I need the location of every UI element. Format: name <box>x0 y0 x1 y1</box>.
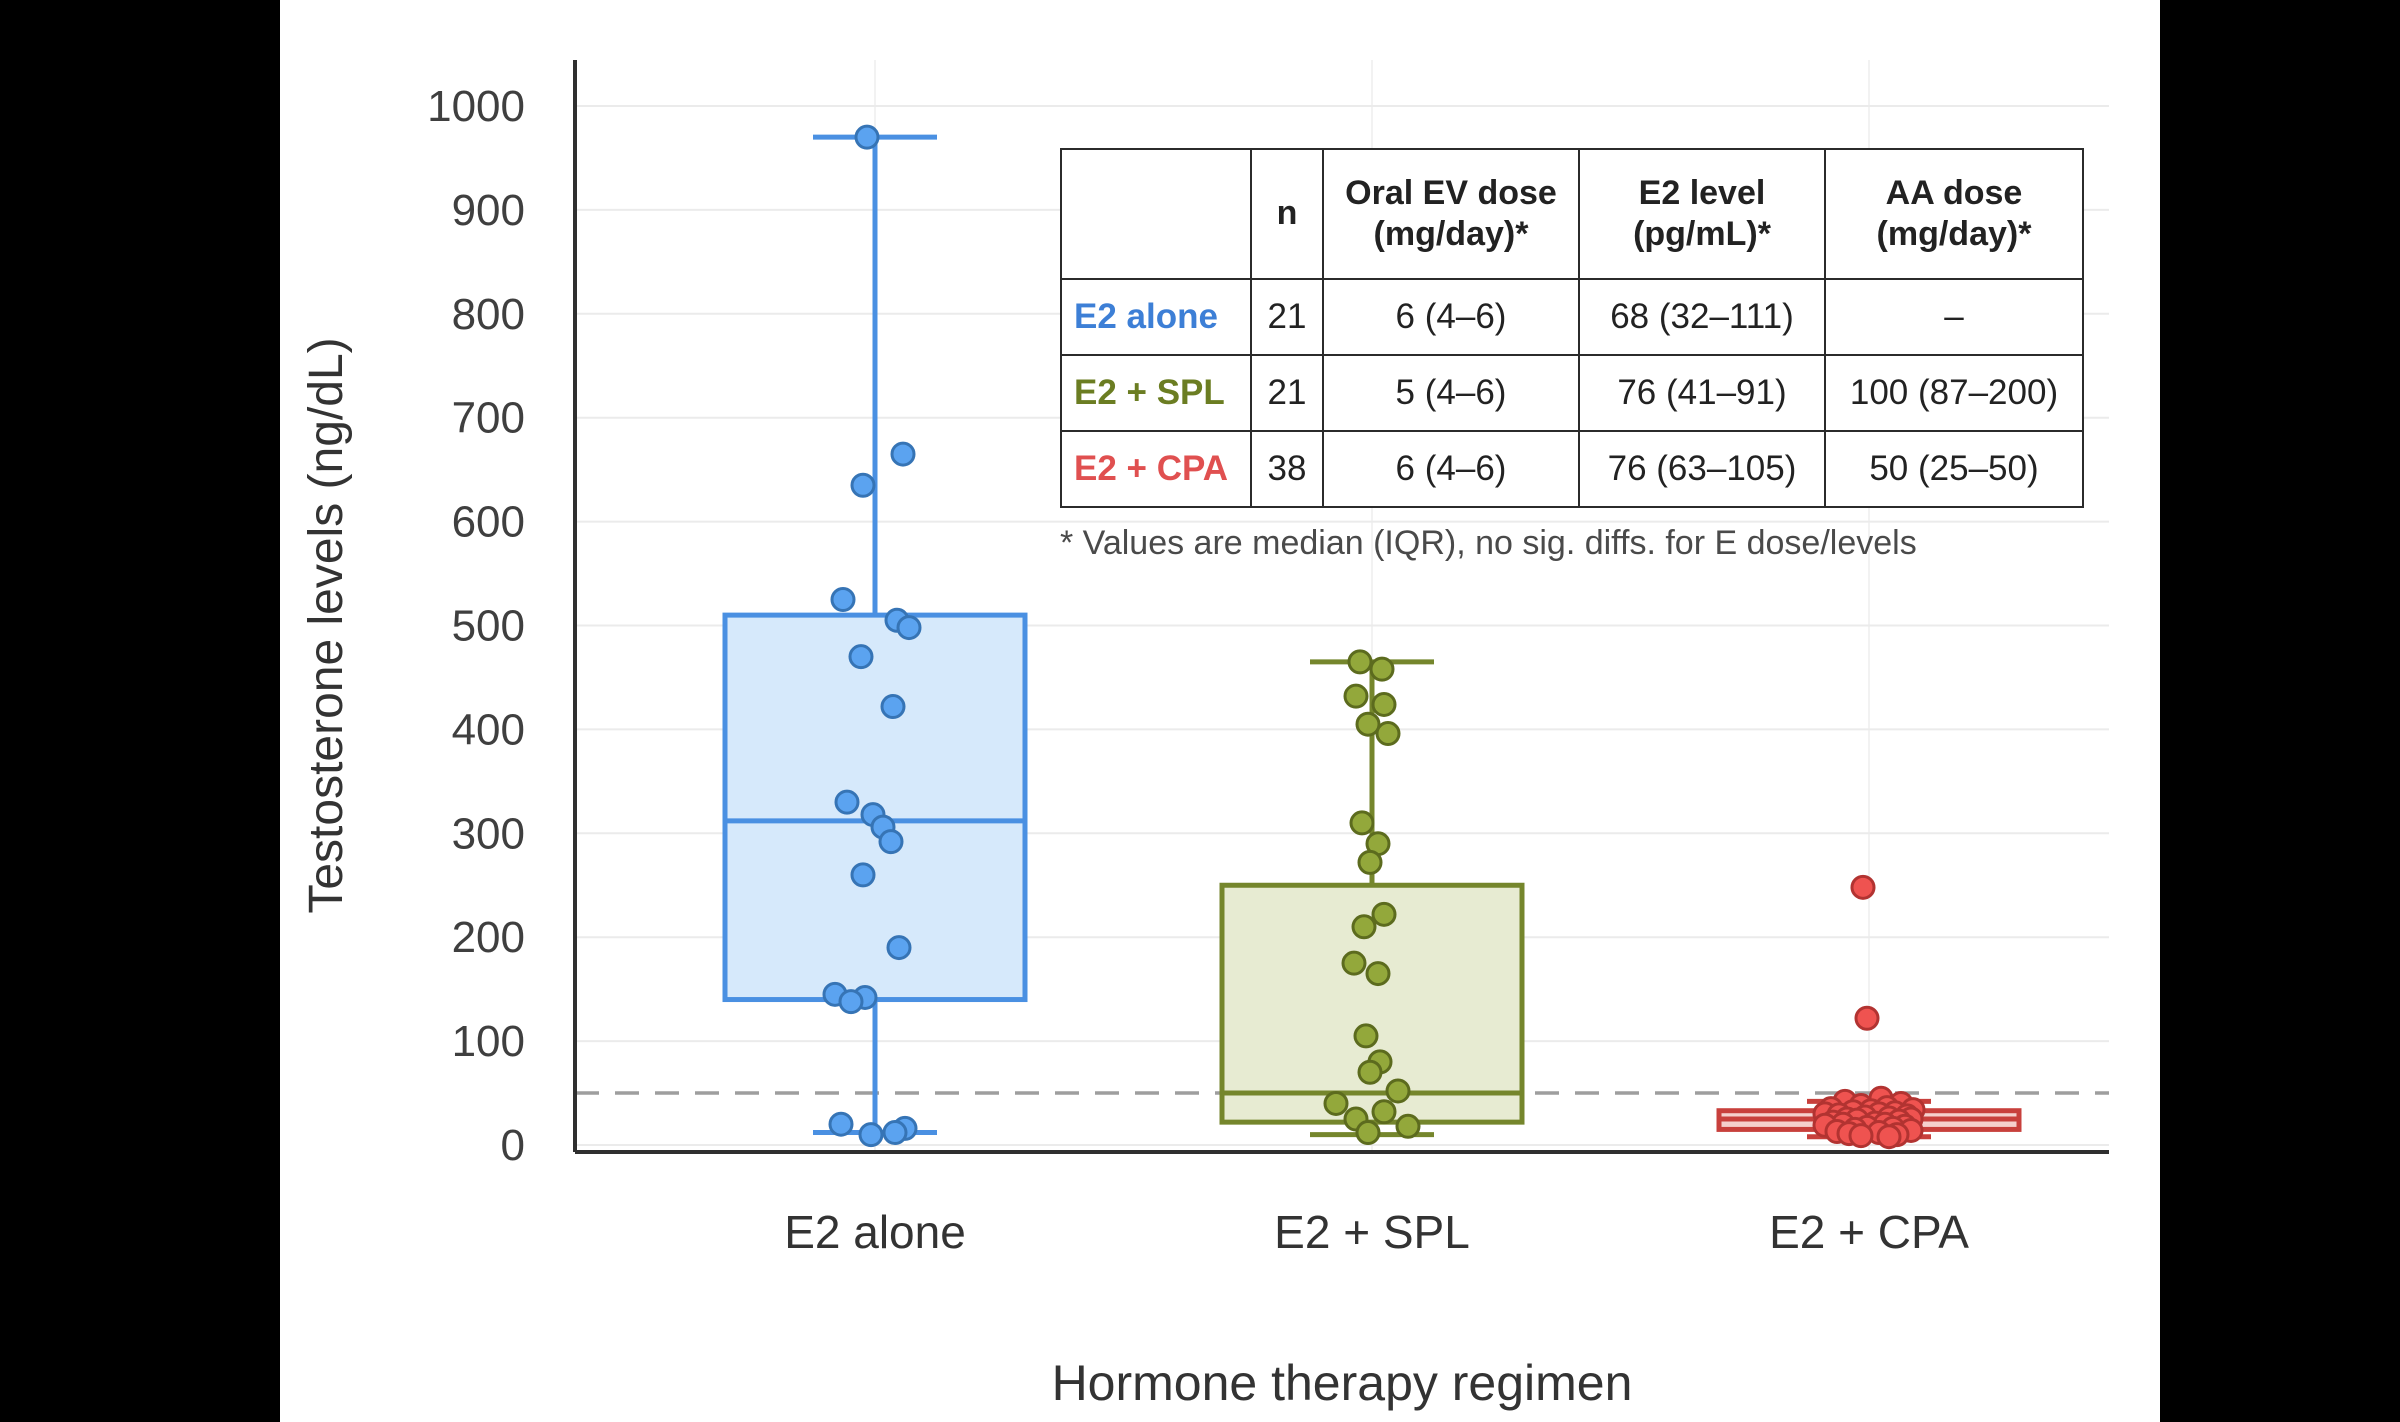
table-row: E2 + CPA 38 6 (4–6) 76 (63–105) 50 (25–50) <box>1060 430 2084 508</box>
data-point <box>850 472 876 498</box>
data-point <box>1349 810 1375 836</box>
data-point <box>1395 1113 1421 1139</box>
y-tick-label: 400 <box>452 705 525 754</box>
data-point <box>1357 1059 1383 1085</box>
chart-panel: 0 100 200 300 400 500 600 700 800 900 1000 E2 alone… <box>280 0 2160 1422</box>
stats-table-wrap: n Oral EV dose (mg/day)* E2 level (pg/mL)*… <box>1060 148 2084 563</box>
data-point <box>1351 914 1377 940</box>
data-point <box>1371 901 1397 927</box>
data-point <box>1347 649 1373 675</box>
y-tick-label: 500 <box>452 602 525 651</box>
data-point <box>1375 721 1401 747</box>
data-point <box>1343 683 1369 709</box>
row-label: E2 + SPL <box>1060 354 1252 432</box>
right-letterbox <box>2160 0 2400 1422</box>
data-point <box>890 441 916 467</box>
table-cell: 100 (87–200) <box>1824 354 2084 432</box>
row-label: E2 alone <box>1060 278 1252 356</box>
table-cell: 6 (4–6) <box>1322 430 1580 508</box>
data-point <box>886 935 912 961</box>
table-header-cell: n <box>1250 148 1324 280</box>
table-cell: 68 (32–111) <box>1578 278 1826 356</box>
left-letterbox <box>0 0 280 1422</box>
table-header-cell: E2 level (pg/mL)* <box>1578 148 1826 280</box>
data-point <box>1355 1120 1381 1146</box>
x-category-label: E2 + SPL <box>1274 1206 1470 1258</box>
data-point <box>1854 1005 1880 1031</box>
data-point <box>850 862 876 888</box>
y-tick-label: 1000 <box>427 82 525 131</box>
data-point <box>1355 711 1381 737</box>
table-cell: 21 <box>1250 278 1324 356</box>
y-tick-label: 200 <box>452 913 525 962</box>
table-corner-cell <box>1060 148 1252 280</box>
data-point <box>1385 1078 1411 1104</box>
stats-table-head: n Oral EV dose (mg/day)* E2 level (pg/mL)*… <box>1060 148 2084 280</box>
y-tick-label: 100 <box>452 1017 525 1066</box>
data-point <box>878 829 904 855</box>
data-point <box>1357 849 1383 875</box>
data-point <box>830 587 856 613</box>
x-category-label: E2 alone <box>784 1206 966 1258</box>
table-cell: 21 <box>1250 354 1324 432</box>
y-tick-label: 900 <box>452 186 525 235</box>
data-point <box>1848 1123 1874 1149</box>
stats-table-body: E2 alone 21 6 (4–6) 68 (32–111) – E2 + SPL 21 5… <box>1060 278 2084 508</box>
y-tick-label: 800 <box>452 290 525 339</box>
data-point <box>1371 1099 1397 1125</box>
data-point <box>1850 874 1876 900</box>
data-point <box>848 644 874 670</box>
y-tick-label: 700 <box>452 394 525 443</box>
data-point <box>828 1111 854 1137</box>
data-point <box>1341 950 1367 976</box>
y-tick-label: 600 <box>452 498 525 547</box>
table-header-cell: AA dose (mg/day)* <box>1824 148 2084 280</box>
y-tick-label: 300 <box>452 809 525 858</box>
table-row: E2 alone 21 6 (4–6) 68 (32–111) – <box>1060 278 2084 356</box>
data-point <box>896 615 922 641</box>
x-axis-title: Hormone therapy regimen <box>1052 1355 1633 1411</box>
row-label: E2 + CPA <box>1060 430 1252 508</box>
table-cell: 38 <box>1250 430 1324 508</box>
table-cell: 50 (25–50) <box>1824 430 2084 508</box>
table-header-row: n Oral EV dose (mg/day)* E2 level (pg/mL)*… <box>1060 148 2084 280</box>
y-axis-title: Testosterone levels (ng/dL) <box>300 337 353 913</box>
data-point <box>882 1120 908 1146</box>
table-cell: 76 (41–91) <box>1578 354 1826 432</box>
data-point <box>834 789 860 815</box>
data-point <box>1323 1090 1349 1116</box>
data-point <box>1369 656 1395 682</box>
data-point <box>1353 1023 1379 1049</box>
table-header-cell: Oral EV dose (mg/day)* <box>1322 148 1580 280</box>
data-point <box>1365 961 1391 987</box>
table-cell: – <box>1824 278 2084 356</box>
table-cell: 76 (63–105) <box>1578 430 1826 508</box>
data-point <box>854 124 880 150</box>
table-cell: 6 (4–6) <box>1322 278 1580 356</box>
data-point <box>1876 1124 1902 1150</box>
y-tick-label: 0 <box>501 1121 525 1170</box>
table-footnote: * Values are median (IQR), no sig. diffs… <box>1060 524 1917 562</box>
data-point <box>838 989 864 1015</box>
table-cell: 5 (4–6) <box>1322 354 1580 432</box>
data-point <box>880 694 906 720</box>
stats-table: n Oral EV dose (mg/day)* E2 level (pg/mL)*… <box>1060 148 2084 508</box>
data-point <box>858 1122 884 1148</box>
data-point <box>1371 691 1397 717</box>
x-category-label: E2 + CPA <box>1769 1206 1969 1258</box>
table-row: E2 + SPL 21 5 (4–6) 76 (41–91) 100 (87–200) <box>1060 354 2084 432</box>
